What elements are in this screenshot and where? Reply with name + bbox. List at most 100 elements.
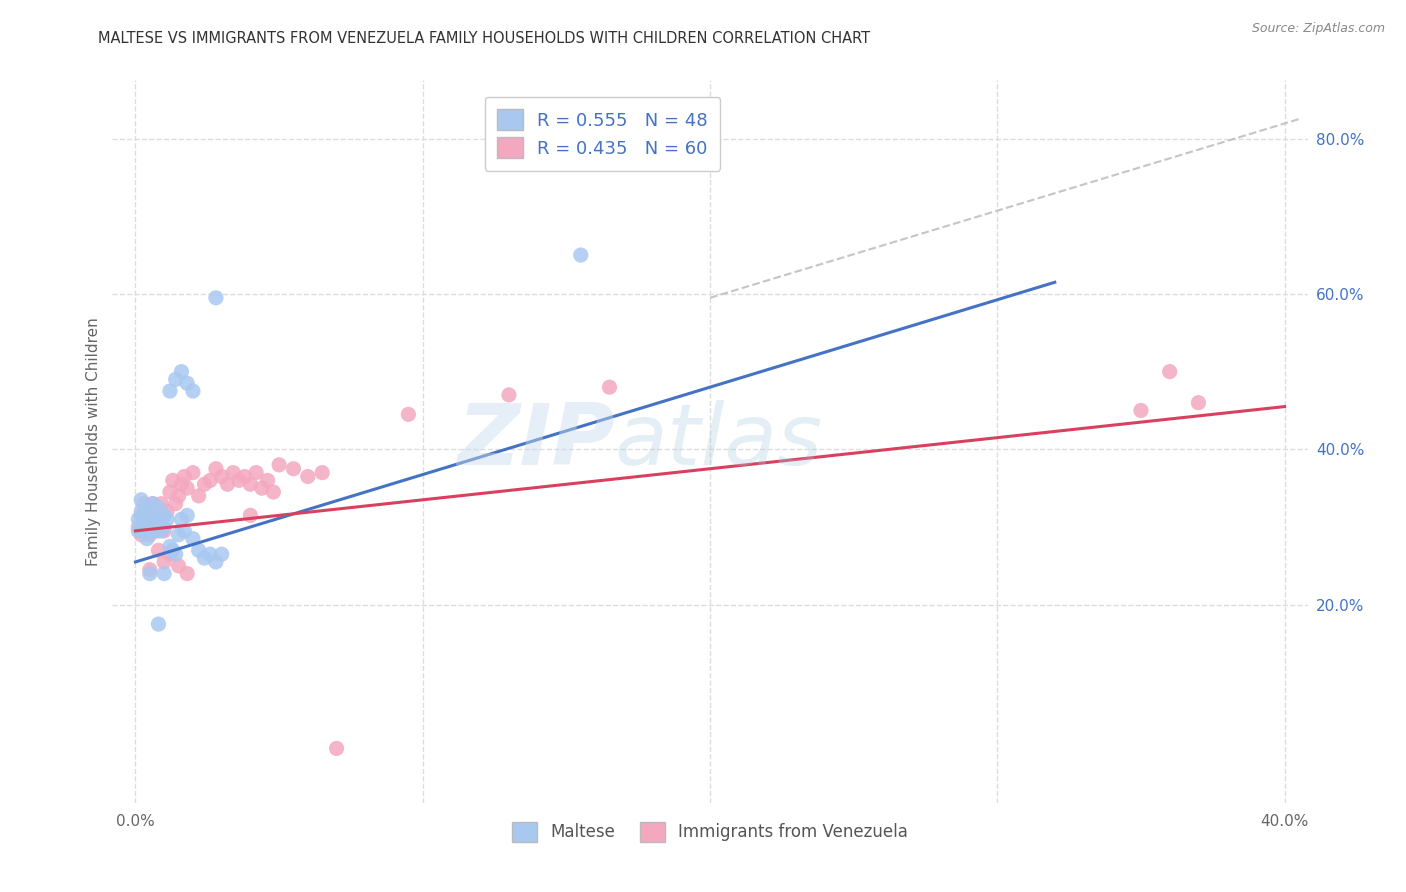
Point — [176, 376, 198, 391]
Point — [222, 466, 245, 480]
Point — [176, 566, 198, 581]
Point — [167, 489, 190, 503]
Point — [142, 497, 165, 511]
Point — [176, 481, 198, 495]
Point — [153, 566, 176, 581]
Point — [148, 500, 170, 515]
Point — [136, 520, 159, 534]
Point — [269, 458, 291, 472]
Point — [1129, 403, 1152, 417]
Point — [153, 508, 176, 523]
Point — [193, 551, 215, 566]
Point — [162, 474, 184, 488]
Point — [170, 512, 193, 526]
Point — [145, 520, 167, 534]
Point — [198, 547, 221, 561]
Point — [139, 528, 162, 542]
Point — [127, 524, 149, 538]
Point — [148, 516, 170, 530]
Legend: Maltese, Immigrants from Venezuela: Maltese, Immigrants from Venezuela — [505, 815, 915, 848]
Point — [262, 485, 284, 500]
Point — [211, 469, 233, 483]
Point — [250, 481, 273, 495]
Point — [239, 477, 262, 491]
Point — [165, 547, 187, 561]
Point — [150, 497, 173, 511]
Point — [139, 504, 162, 518]
Point — [156, 512, 179, 526]
Point — [245, 466, 267, 480]
Point — [129, 528, 152, 542]
Point — [129, 492, 152, 507]
Point — [136, 524, 159, 538]
Point — [167, 558, 190, 573]
Point — [148, 617, 170, 632]
Point — [187, 489, 209, 503]
Point — [205, 555, 228, 569]
Point — [396, 408, 419, 422]
Point — [198, 474, 221, 488]
Point — [1159, 365, 1181, 379]
Point — [148, 543, 170, 558]
Point — [165, 497, 187, 511]
Point — [181, 532, 204, 546]
Point — [325, 741, 347, 756]
Point — [136, 504, 159, 518]
Point — [159, 384, 181, 398]
Point — [239, 508, 262, 523]
Point — [181, 466, 204, 480]
Point — [297, 469, 319, 483]
Point — [170, 477, 193, 491]
Point — [148, 512, 170, 526]
Point — [136, 500, 159, 515]
Point — [205, 461, 228, 475]
Point — [150, 512, 173, 526]
Point — [167, 528, 190, 542]
Point — [170, 365, 193, 379]
Point — [181, 384, 204, 398]
Point — [145, 508, 167, 523]
Point — [173, 469, 195, 483]
Point — [228, 474, 250, 488]
Point — [132, 508, 155, 523]
Point — [205, 291, 228, 305]
Y-axis label: Family Households with Children: Family Households with Children — [86, 318, 101, 566]
Point — [153, 520, 176, 534]
Point — [498, 388, 520, 402]
Text: MALTESE VS IMMIGRANTS FROM VENEZUELA FAMILY HOUSEHOLDS WITH CHILDREN CORRELATION: MALTESE VS IMMIGRANTS FROM VENEZUELA FAM… — [98, 31, 870, 46]
Point — [311, 466, 333, 480]
Point — [256, 474, 278, 488]
Point — [159, 547, 181, 561]
Point — [127, 512, 149, 526]
Point — [148, 524, 170, 538]
Point — [132, 524, 155, 538]
Point — [132, 512, 155, 526]
Text: ZIP: ZIP — [457, 400, 614, 483]
Point — [132, 497, 155, 511]
Point — [139, 563, 162, 577]
Point — [165, 372, 187, 386]
Point — [139, 566, 162, 581]
Point — [142, 508, 165, 523]
Point — [153, 555, 176, 569]
Point — [127, 520, 149, 534]
Point — [150, 524, 173, 538]
Point — [132, 512, 155, 526]
Point — [162, 543, 184, 558]
Point — [233, 469, 256, 483]
Text: atlas: atlas — [614, 400, 823, 483]
Point — [153, 524, 176, 538]
Point — [129, 504, 152, 518]
Point — [153, 508, 176, 523]
Point — [217, 477, 239, 491]
Point — [187, 543, 209, 558]
Point — [193, 477, 215, 491]
Point — [598, 380, 620, 394]
Point — [136, 532, 159, 546]
Point — [129, 516, 152, 530]
Point — [173, 524, 195, 538]
Point — [145, 512, 167, 526]
Point — [156, 504, 179, 518]
Point — [150, 520, 173, 534]
Point — [159, 485, 181, 500]
